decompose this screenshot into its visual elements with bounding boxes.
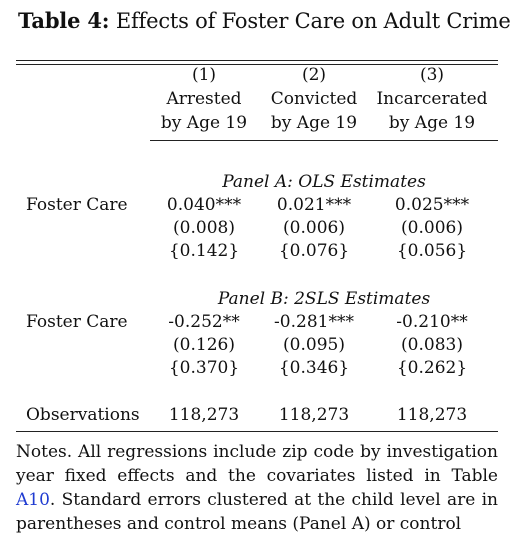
table-title: Table 4: Effects of Foster Care on Adult… [18, 8, 511, 33]
panel-b-coef-1: -0.252** [168, 312, 240, 332]
column-1-number: (1) [191, 65, 217, 85]
panel-a-heading: Panel A: OLS Estimates [222, 172, 426, 192]
panel-b-heading: Panel B: 2SLS Estimates [217, 289, 431, 309]
panel-a-se-2: (0.006) [283, 218, 345, 238]
observations-3: 118,273 [396, 405, 468, 425]
panel-a-coef-1: 0.040*** [166, 195, 242, 215]
column-2-subtitle: by Age 19 [270, 113, 358, 133]
panel-b-coef-2: -0.281*** [274, 312, 354, 332]
bottom-rule [16, 431, 498, 432]
column-2-title: Convicted [270, 89, 358, 109]
panel-b-coef-3: -0.210** [396, 312, 468, 332]
panel-b-se-1: (0.126) [173, 335, 235, 355]
panel-a-coef-2: 0.021*** [276, 195, 352, 215]
top-rule [16, 60, 498, 61]
column-1-title: Arrested [166, 89, 242, 109]
panel-a-mean-2: {0.076} [278, 241, 350, 261]
panel-b-row-label: Foster Care [26, 312, 128, 332]
panel-a-mean-3: {0.056} [396, 241, 468, 261]
table-number: Table 4: [18, 8, 110, 33]
panel-a-se-3: (0.006) [401, 218, 463, 238]
panel-a-mean-1: {0.142} [168, 241, 240, 261]
panel-a-row-label: Foster Care [26, 195, 128, 215]
panel-b-mean-2: {0.346} [278, 358, 350, 378]
panel-a-coef-3: 0.025*** [394, 195, 470, 215]
column-2-number: (2) [301, 65, 327, 85]
observations-label: Observations [26, 405, 140, 425]
panel-b-se-3: (0.083) [401, 335, 463, 355]
column-3-subtitle: by Age 19 [388, 113, 476, 133]
table-notes: Notes. All regressions include zip code … [16, 440, 498, 536]
panel-b-mean-3: {0.262} [396, 358, 468, 378]
top-rule-second [16, 64, 498, 65]
panel-a-se-1: (0.008) [173, 218, 235, 238]
column-3-title: Incarcerated [376, 89, 488, 109]
panel-b-mean-1: {0.370} [168, 358, 240, 378]
notes-text: Notes. All regressions include zip code … [16, 442, 498, 486]
column-1-subtitle: by Age 19 [160, 113, 248, 133]
observations-2: 118,273 [278, 405, 350, 425]
table-a10-link[interactable]: A10 [16, 490, 50, 510]
observations-1: 118,273 [168, 405, 240, 425]
column-3-number: (3) [419, 65, 445, 85]
header-rule [150, 140, 498, 141]
notes-text-continued: . Standard errors clustered at the child… [16, 490, 498, 534]
table-caption: Effects of Foster Care on Adult Crime [115, 9, 511, 33]
panel-b-se-2: (0.095) [283, 335, 345, 355]
